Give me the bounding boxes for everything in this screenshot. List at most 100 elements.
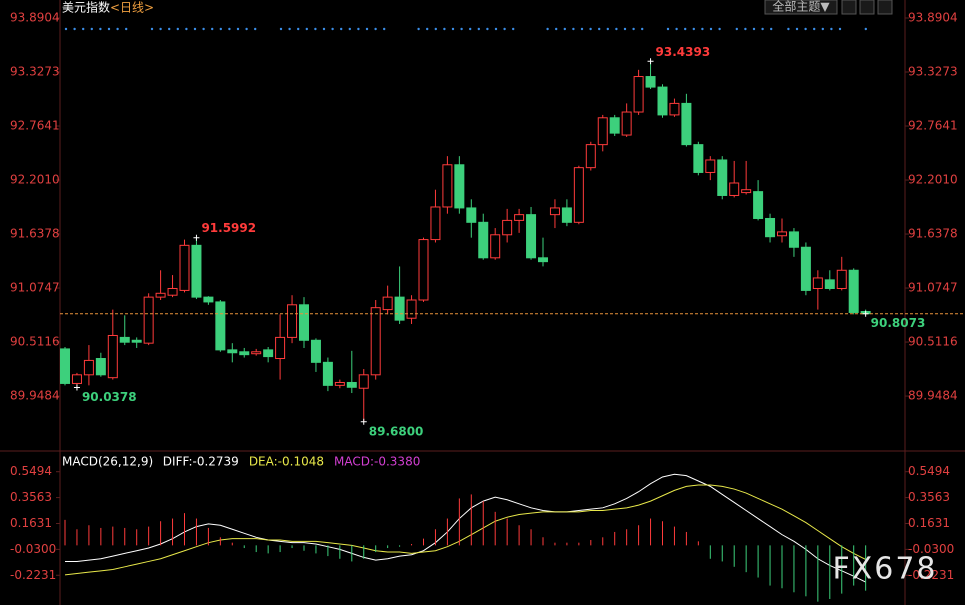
event-dot (666, 27, 670, 31)
event-dot (563, 27, 566, 31)
candle-body (777, 231, 787, 237)
event-dot (125, 27, 128, 31)
event-dot (787, 27, 790, 31)
event-dot (675, 27, 678, 31)
event-dot (348, 27, 351, 31)
candle-body (179, 244, 190, 291)
y-tick-label: 93.3273 (908, 65, 958, 79)
event-dot (254, 27, 257, 31)
candle-body (346, 381, 357, 388)
event-dot (555, 27, 558, 31)
theme-button[interactable] (764, 0, 838, 15)
candle-body (621, 111, 632, 136)
candle-body (334, 381, 345, 386)
event-dot (486, 27, 489, 31)
candle-body (669, 102, 680, 116)
annotation-cross (647, 58, 654, 65)
candle-body (418, 239, 429, 301)
annotation-label: 90.0378 (82, 390, 137, 404)
event-dot (305, 27, 308, 31)
theme-button-label[interactable]: 全部主题▼ (772, 0, 830, 14)
legend-label: MACD:-0.3380 (334, 455, 420, 469)
candle-body (526, 214, 537, 259)
y-tick-label: 0.1631 (10, 516, 52, 530)
icon-button[interactable] (841, 0, 857, 15)
candle-body (406, 299, 417, 319)
y-tick-label: 92.2010 (10, 173, 60, 187)
candle-body (275, 336, 286, 360)
macd-title: MACD(26,12,9) (62, 455, 153, 469)
event-dot (64, 27, 68, 31)
event-dot (830, 27, 833, 31)
icon-button[interactable] (859, 0, 875, 15)
event-dot (331, 27, 334, 31)
event-dot (709, 27, 713, 31)
candle-body (71, 374, 82, 384)
y-tick-label: 91.0747 (908, 281, 958, 295)
event-dot (383, 27, 386, 31)
candle-body (765, 217, 776, 238)
event-dot (632, 27, 635, 31)
event-dot (279, 27, 283, 31)
y-tick-label: 91.0747 (10, 281, 60, 295)
event-dot (288, 27, 291, 31)
candle-body (538, 257, 548, 263)
y-tick-label: -0.2231 (908, 568, 954, 582)
icon-button[interactable] (877, 0, 893, 15)
event-dot (340, 27, 343, 31)
y-tick-label: 92.7641 (10, 119, 60, 133)
annotation-cross (360, 418, 367, 425)
candle-body (394, 296, 405, 321)
event-dot (434, 27, 437, 31)
plot-layer: 93.8904 93.8904 93.3273 93.3273 92.7641 92.76… (10, 11, 965, 602)
candle-body (478, 221, 489, 259)
event-dot (90, 27, 94, 31)
watermark: FX678 (832, 552, 937, 587)
y-tick-label: 0.1631 (908, 516, 950, 530)
annotation-label: 91.5992 (201, 221, 256, 235)
event-dot (838, 27, 842, 31)
legend-label: DEA:-0.1048 (249, 455, 324, 469)
y-tick-label: 91.6378 (908, 227, 958, 241)
candle-body (215, 301, 226, 351)
event-dot (322, 27, 326, 31)
event-dot (469, 27, 472, 31)
event-dot (357, 27, 360, 31)
event-dot (598, 27, 601, 31)
candle-body (191, 244, 202, 298)
candle-body (310, 339, 321, 363)
candle-body (788, 231, 799, 248)
y-tick-label: 0.3563 (908, 490, 950, 504)
candle-body (848, 269, 859, 313)
y-tick-label: 93.8904 (908, 11, 958, 25)
y-tick-label: -0.0300 (10, 542, 56, 556)
annotation-label: 89.6800 (369, 424, 424, 438)
event-dot (73, 27, 76, 31)
y-tick-label: -0.0300 (908, 542, 954, 556)
event-dot (211, 27, 214, 31)
event-dot (168, 27, 171, 31)
candle-body (131, 339, 142, 343)
annotation-label: 93.4393 (656, 45, 711, 59)
y-tick-label: 92.2010 (908, 173, 958, 187)
candle-body (729, 182, 740, 196)
event-dot (297, 27, 300, 31)
y-tick-label: 92.7641 (908, 119, 958, 133)
event-dot (623, 27, 627, 31)
event-dot (107, 27, 111, 31)
legend-label: DIFF:-0.2739 (163, 455, 239, 469)
event-dot (451, 27, 455, 31)
annotation-cross (73, 384, 80, 391)
event-dot (761, 27, 764, 31)
event-dot (245, 27, 248, 31)
candle-body (358, 374, 369, 389)
y-tick-label: 0.5494 (10, 464, 52, 478)
candle-body (609, 117, 620, 134)
event-dot (589, 27, 592, 31)
event-dot (572, 27, 575, 31)
candle-body (681, 102, 692, 146)
candle-body (382, 296, 393, 311)
annotation-cross (193, 234, 200, 241)
y-tick-label: 89.9484 (908, 389, 958, 403)
event-dot (701, 27, 704, 31)
